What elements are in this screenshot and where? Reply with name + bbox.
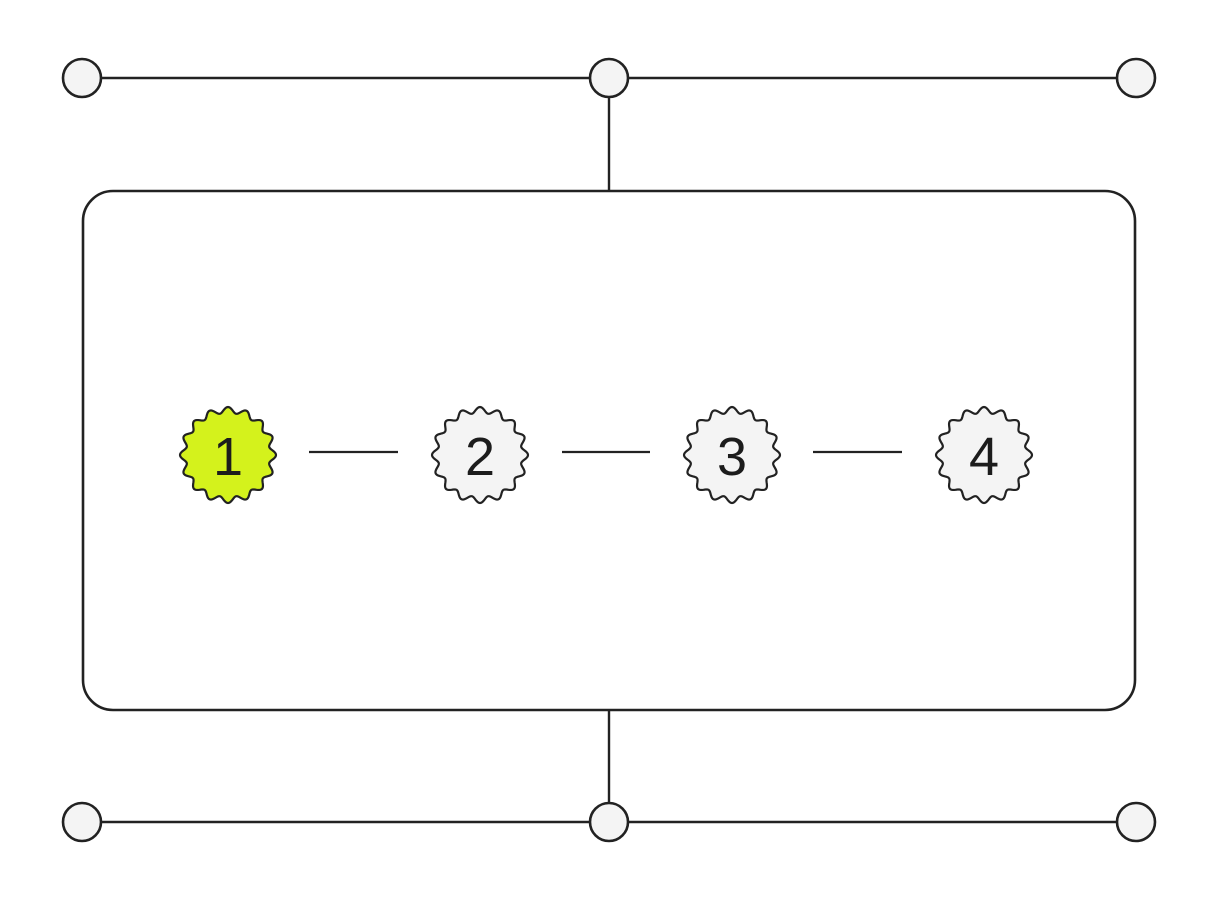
bottom-right-node-icon	[1115, 801, 1157, 843]
step-3[interactable]: 3	[682, 405, 782, 505]
step-4-label: 4	[969, 427, 999, 487]
gear-badge-icon	[682, 405, 782, 505]
steps-panel	[81, 189, 1137, 712]
step-2[interactable]: 2	[430, 405, 530, 505]
bottom-center-node-icon	[588, 801, 630, 843]
step-3-label: 3	[717, 427, 747, 487]
step-1[interactable]: 1	[178, 405, 278, 505]
step-2-label: 2	[465, 427, 495, 487]
step-4[interactable]: 4	[934, 405, 1034, 505]
gear-badge-icon	[430, 405, 530, 505]
top-center-node-icon	[588, 57, 630, 99]
step-1-label: 1	[213, 427, 243, 487]
top-left-node-icon	[61, 57, 103, 99]
gear-badge-icon	[178, 405, 278, 505]
gear-badge-icon	[934, 405, 1034, 505]
top-right-node-icon	[1115, 57, 1157, 99]
bottom-left-node-icon	[61, 801, 103, 843]
